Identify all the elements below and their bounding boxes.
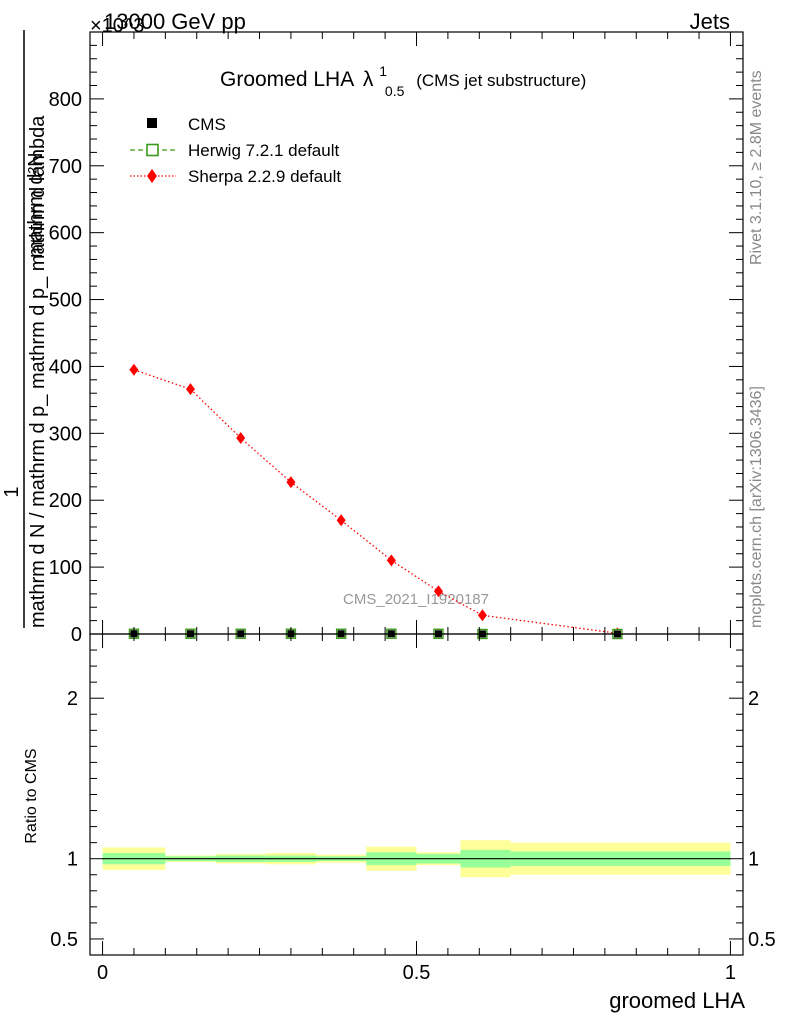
main-y-tick-label: 700: [49, 156, 82, 178]
rivet-label: Rivet 3.1.10, ≥ 2.8M events: [748, 70, 765, 265]
legend-cms-label: CMS: [188, 115, 226, 134]
ratio-y-title: Ratio to CMS: [23, 748, 40, 843]
legend-cms-marker: [147, 118, 157, 128]
legend-sherpa-label: Sherpa 2.2.9 default: [188, 167, 341, 186]
sherpa-point-6: [433, 585, 443, 598]
y-axis-title-numerator: 1: [1, 486, 23, 497]
main-y-tick-label: 200: [49, 490, 82, 512]
legend-sherpa-marker: [147, 169, 157, 183]
ratio-bands: [102, 840, 731, 878]
ratio-y-tick-label-right: 1: [748, 849, 759, 871]
watermark: CMS_2021_I1920187: [343, 591, 489, 608]
y-axis-title-denominator: mathrm d N / mathrm d p_ mathrm d p_ mat…: [27, 115, 49, 628]
sherpa-point-1: [185, 383, 195, 396]
legend-herwig-marker: [146, 143, 159, 157]
ratio-x-tick-label: 0.5: [403, 962, 431, 984]
plot-title-superscript: 1: [379, 63, 387, 79]
x-axis-title: groomed LHA: [609, 988, 745, 1013]
plot-title-suffix: (CMS jet substructure): [416, 71, 586, 90]
plot-title-main: Groomed LHA: [220, 68, 354, 91]
ratio-panel-frame: [89, 633, 744, 956]
legend: CMS Herwig 7.2.1 default Sherpa 2.2.9 de…: [130, 115, 341, 186]
main-y-tick-label: 400: [49, 356, 82, 378]
header-left: 13000 GeV pp: [104, 9, 246, 34]
legend-herwig-label: Herwig 7.2.1 default: [188, 141, 339, 160]
ratio-y-tick-label-left: 0.5: [50, 929, 78, 951]
ratio-x-tick-label: 0: [97, 962, 108, 984]
main-y-tick-label: 100: [49, 557, 82, 579]
sherpa-point-0: [129, 363, 139, 376]
plot-title-subscript: 0.5: [385, 83, 405, 99]
main-y-tick-label: 0: [71, 624, 82, 646]
main-y-tick-label: 600: [49, 223, 82, 245]
main-y-tick-label: 300: [49, 423, 82, 445]
sherpa-point-7: [477, 609, 487, 622]
axes: 0 100 200 300 400 500 600 700 800 0 0.5 1 0.5 0.5 1 1 2 2: [49, 31, 776, 984]
ratio-y-tick-label-right: 0.5: [748, 929, 776, 951]
y-axis-title-extra: mathrm d²N: [25, 152, 47, 258]
plot-title: Groomed LHA λ 1 0.5 (CMS jet substructur…: [220, 58, 586, 101]
sherpa-point-2: [236, 432, 246, 445]
mcplots-label: mcplots.cern.ch [arXiv:1306.3436]: [748, 386, 765, 628]
sherpa-point-3: [286, 476, 296, 489]
header-right: Jets: [690, 9, 730, 34]
ratio-x-tick-label: 1: [725, 962, 736, 984]
sherpa-point-5: [386, 554, 396, 567]
ratio-y-tick-label-right: 2: [748, 688, 759, 710]
main-y-tick-label: 800: [49, 89, 82, 111]
y-axis-title: mathrm d²N 1 mathrm d N / mathrm d p_ ma…: [1, 30, 49, 628]
plot-title-symbol: λ: [363, 68, 374, 91]
ratio-y-tick-label-left: 2: [67, 688, 78, 710]
sherpa-point-4: [336, 514, 346, 527]
ratio-y-tick-label-left: 1: [67, 849, 78, 871]
main-y-tick-label: 500: [49, 290, 82, 312]
